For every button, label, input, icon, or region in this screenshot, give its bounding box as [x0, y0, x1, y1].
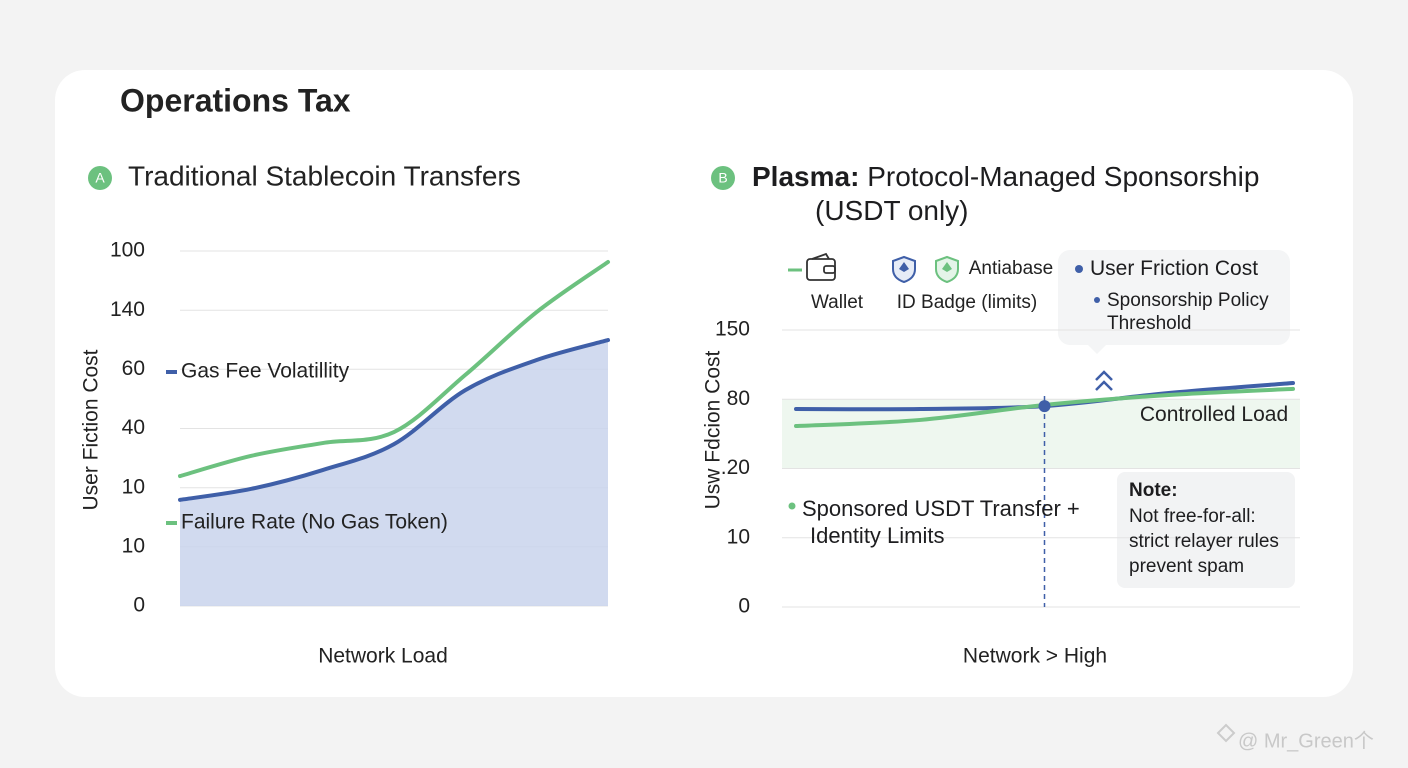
- legend-dot: [788, 502, 796, 510]
- y-axis-title: User Fiction Cost: [80, 349, 103, 510]
- tooltip-dot: [1094, 297, 1100, 303]
- watermark: @ Mr_Green个: [1238, 729, 1374, 752]
- panel-title: Traditional Stablecoin Transfers: [128, 160, 521, 191]
- badge-text: B: [718, 170, 727, 186]
- y-tick-label: 100: [110, 239, 145, 262]
- tooltip-series: User Friction Cost: [1090, 257, 1259, 280]
- tooltip-dot: [1075, 265, 1083, 273]
- area: [180, 340, 608, 606]
- y-tick-label: 0: [133, 594, 145, 617]
- y-tick-label: 140: [110, 298, 145, 321]
- panel-title-rest: Protocol-Managed Sponsorship (USDT only): [815, 161, 1260, 226]
- chevrons: [1095, 370, 1113, 391]
- y-tick-label: 10: [122, 475, 145, 498]
- series-label: Sponsored USDT Transfer + Identity Limit…: [802, 496, 1080, 548]
- y-tick-label: 80: [727, 387, 750, 410]
- panel-title-bold: Plasma:: [752, 161, 860, 192]
- legend-item: ID Badge (limits): [897, 292, 1037, 313]
- y-tick-label: 10: [727, 525, 750, 548]
- wallet-icon: [806, 252, 836, 281]
- tooltip-box: [1058, 250, 1290, 354]
- y-axis-title: Usw Fdcion Cost: [702, 350, 725, 509]
- legend-item: Antiabase: [969, 258, 1054, 279]
- y-tick-label: 60: [122, 357, 145, 380]
- legend-label: Failure Rate (No Gas Token): [181, 511, 448, 534]
- note-title: Note:: [1129, 480, 1178, 501]
- band-label: Controlled Load: [1140, 403, 1288, 426]
- y-tick-label: 0: [738, 595, 750, 618]
- note-text: Not free-for-all: strict relayer rules p…: [1129, 506, 1279, 577]
- page-title: Operations Tax: [120, 82, 351, 118]
- shield-icon: [935, 255, 959, 284]
- y-tick-label: 150: [715, 318, 750, 341]
- x-axis-title: Network Load: [318, 645, 448, 668]
- plot: Controlled Load 150 80 .20 10 0 Usw Fdcion Cos…: [702, 258, 1300, 668]
- shield-icon: [892, 255, 916, 284]
- y-tick-label: 10: [122, 534, 145, 557]
- tooltip-threshold: Sponsorship Policy Threshold: [1107, 290, 1269, 334]
- x-axis-title: Network > High: [963, 645, 1107, 668]
- badge-text: A: [95, 170, 105, 186]
- watermark-icon: [1216, 723, 1236, 743]
- note-box: [1117, 472, 1295, 588]
- y-tick-label: .20: [721, 456, 750, 479]
- legend-item: Wallet: [811, 292, 864, 313]
- line: [178, 338, 610, 502]
- y-tick-label: 40: [122, 416, 145, 439]
- panel-title: Plasma: Protocol-Managed Sponsorship (US…: [752, 160, 1335, 228]
- threshold-point: [1038, 400, 1051, 413]
- legend-label: Gas Fee Volatillity: [181, 360, 350, 383]
- badge: [711, 166, 735, 190]
- badge: [88, 166, 112, 190]
- line: [178, 260, 610, 479]
